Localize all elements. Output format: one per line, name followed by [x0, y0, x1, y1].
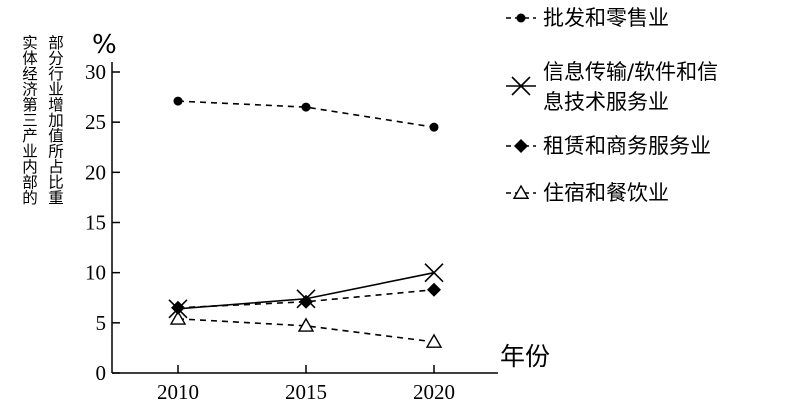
y-axis-title-column: 实体经济第三产业内部的 — [22, 34, 38, 207]
legend-item: 信息传输/软件和信息技术服务业 — [506, 60, 718, 114]
legend-label: 租赁和商务服务业 — [543, 134, 711, 158]
data-point — [299, 294, 313, 309]
series-4 — [169, 310, 443, 348]
data-point — [424, 263, 444, 283]
x-tick-label: 2015 — [285, 380, 327, 403]
series-line — [177, 100, 435, 128]
data-point — [427, 282, 441, 297]
data-point — [512, 184, 530, 199]
data-point — [301, 102, 311, 112]
legend-label: 批发和零售业 — [543, 6, 669, 30]
y-tick-label: 0 — [96, 361, 107, 385]
legend-label: 住宿和餐饮业 — [543, 181, 669, 205]
x-tick-label: 2020 — [413, 380, 455, 403]
legend-label: 信息传输/软件和信息技术服务业 — [543, 60, 718, 114]
y-tick-label: 20 — [85, 160, 106, 184]
data-point — [297, 317, 315, 332]
x-tick-label: 2010 — [157, 380, 199, 403]
y-tick-label: 10 — [85, 261, 106, 285]
data-point — [516, 13, 526, 23]
data-point — [173, 96, 183, 106]
data-point — [514, 139, 528, 153]
axis-ticks: 0 5 10 15 20 25 30 2010 2015 2020 — [85, 60, 455, 403]
y-axis-unit: % — [92, 30, 117, 60]
y-tick-label: 15 — [85, 211, 106, 235]
x-axis-title: 年份 — [500, 342, 550, 371]
data-point — [296, 289, 316, 309]
legend-item: 住宿和餐饮业 — [506, 181, 669, 205]
series-line — [177, 288, 435, 309]
series-1 — [173, 96, 439, 132]
y-axis-title-column: 部分行业增加值所占比重 — [48, 34, 64, 207]
data-point — [425, 333, 443, 348]
y-tick-label: 30 — [85, 60, 106, 84]
y-tick-label: 5 — [96, 311, 107, 335]
series-2 — [168, 263, 444, 319]
data-point — [429, 122, 439, 132]
legend-item: 批发和零售业 — [506, 6, 669, 30]
data-point — [511, 76, 531, 96]
legend-item: 租赁和商务服务业 — [506, 134, 711, 158]
series-group — [168, 96, 444, 348]
series-line — [177, 318, 435, 343]
data-point — [168, 299, 188, 319]
data-point — [169, 310, 187, 325]
y-tick-label: 25 — [85, 110, 106, 134]
